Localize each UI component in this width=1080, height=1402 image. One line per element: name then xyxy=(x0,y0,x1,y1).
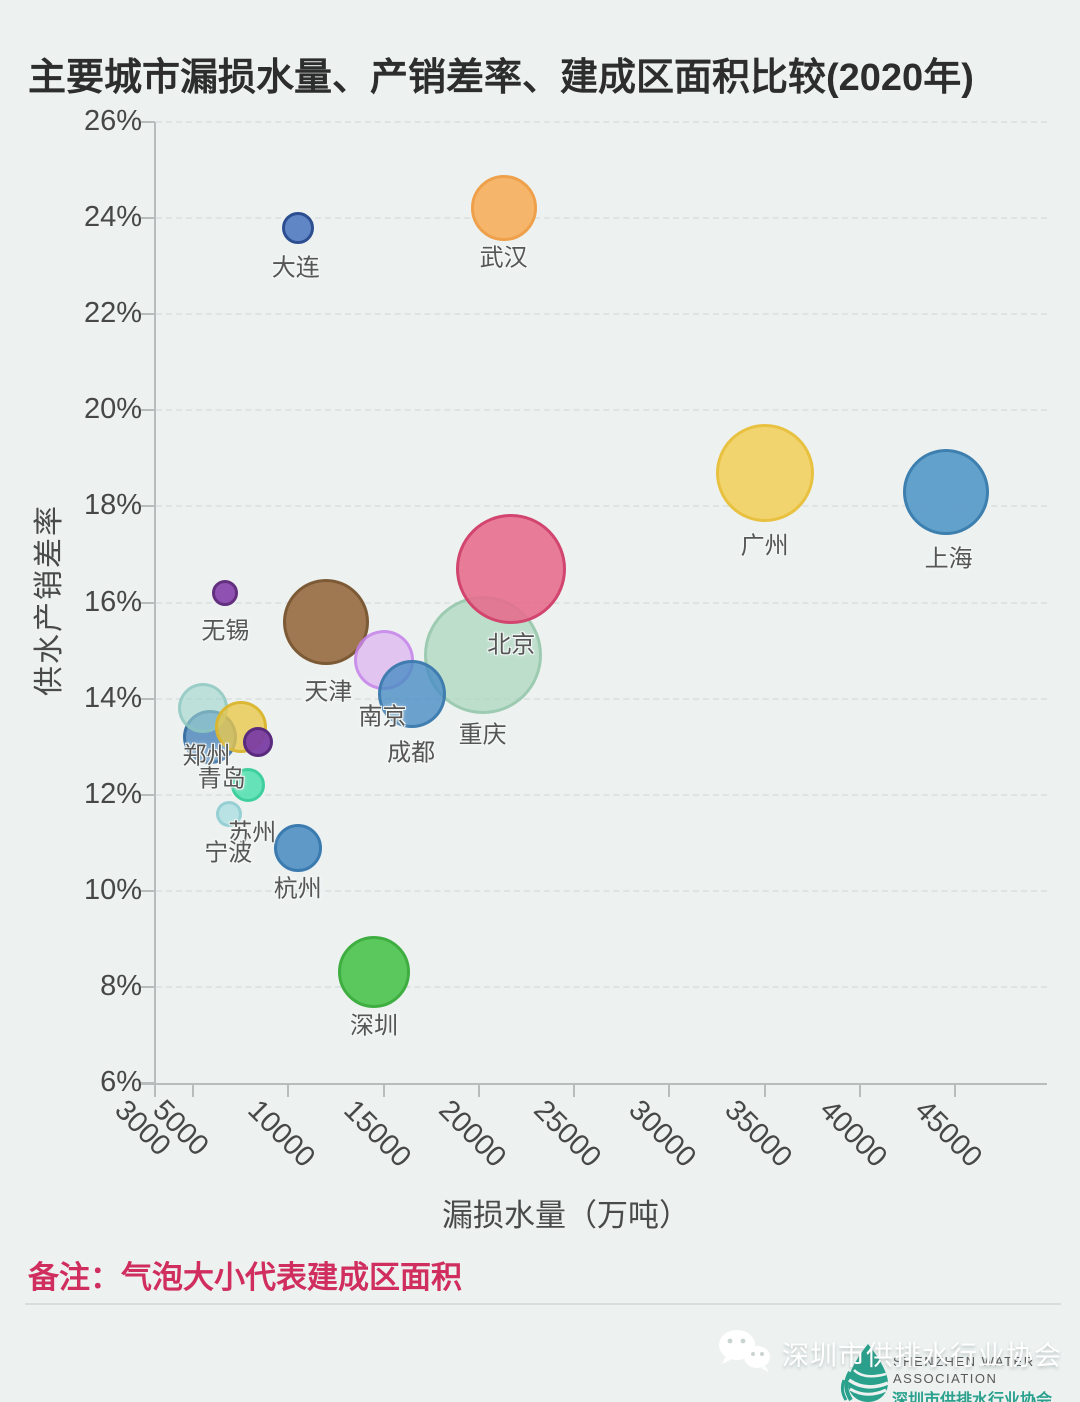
logo-text-cn: 深圳市供排水行业协会 xyxy=(892,1392,1053,1402)
gridline xyxy=(156,601,1047,604)
wechat-icon xyxy=(716,1328,774,1379)
label-dalian: 大连 xyxy=(271,254,320,282)
y-tick-mark xyxy=(141,409,155,412)
y-tick-mark xyxy=(141,793,155,796)
watermark: 深圳市供排水行业协会 xyxy=(716,1328,1062,1379)
y-tick-label: 10% xyxy=(83,873,142,906)
gridline xyxy=(156,985,1047,988)
gridline xyxy=(156,505,1047,508)
x-tick-mark xyxy=(763,1084,766,1097)
label-shanghai: 上海 xyxy=(924,545,973,573)
bubble-wuxi[interactable] xyxy=(212,579,239,606)
label-tianjin: 天津 xyxy=(304,678,353,706)
bubble-shanghai[interactable] xyxy=(902,448,989,535)
bubble-beijing[interactable] xyxy=(456,513,567,624)
y-tick-label: 12% xyxy=(83,777,142,810)
y-axis-line xyxy=(154,122,156,1083)
y-axis-title: 供水产销差率 xyxy=(33,504,66,696)
logo-text-en-1: SHENZHEN WATER xyxy=(893,1354,1035,1369)
label-shenzhen: 深圳 xyxy=(350,1012,399,1040)
label-chengdu: 成都 xyxy=(387,739,436,767)
x-tick-label: 30000 xyxy=(622,1094,703,1174)
x-tick-mark xyxy=(287,1084,290,1097)
y-tick-mark xyxy=(141,313,155,316)
y-tick-mark xyxy=(141,1082,155,1084)
y-tick-label: 26% xyxy=(83,105,142,137)
bubble-shenzhen[interactable] xyxy=(338,936,411,1009)
gridline xyxy=(156,217,1047,220)
y-tick-label: 8% xyxy=(100,969,142,1002)
bubble-guangzhou[interactable] xyxy=(715,423,814,522)
x-tick-label: 25000 xyxy=(527,1094,608,1174)
gridline xyxy=(156,793,1047,796)
y-tick-mark xyxy=(141,697,155,700)
y-tick-mark xyxy=(141,889,155,892)
x-tick-label: 35000 xyxy=(718,1094,798,1174)
logo-text-en-2: ASSOCIATION xyxy=(893,1371,998,1386)
x-tick-mark xyxy=(858,1084,861,1097)
label-zhengzhou: 郑州 xyxy=(182,742,231,770)
label-beijing: 北京 xyxy=(487,631,536,659)
y-tick-label: 16% xyxy=(83,585,142,618)
y-tick-label: 6% xyxy=(100,1066,142,1098)
x-tick-label: 20000 xyxy=(432,1094,512,1174)
label-wuxi: 无锡 xyxy=(201,617,250,645)
x-tick-label: 40000 xyxy=(813,1094,893,1174)
watermark-text: 深圳市供排水行业协会 xyxy=(782,1341,1062,1371)
label-hangzhou: 杭州 xyxy=(273,875,322,903)
gridline xyxy=(156,889,1047,892)
y-tick-mark xyxy=(141,985,155,988)
y-tick-label: 14% xyxy=(83,681,142,714)
x-tick-mark xyxy=(668,1084,671,1097)
x-tick-mark xyxy=(153,1084,156,1097)
bubble-chengdu[interactable] xyxy=(378,659,447,728)
label-guangzhou: 广州 xyxy=(740,532,789,560)
gridline xyxy=(156,697,1047,700)
y-tick-label: 20% xyxy=(83,393,142,426)
x-tick-label: 15000 xyxy=(336,1094,417,1174)
x-axis-line xyxy=(141,1083,1047,1085)
y-tick-mark xyxy=(141,121,155,123)
footer-divider xyxy=(25,1303,1061,1305)
y-tick-label: 24% xyxy=(83,201,142,234)
gridline xyxy=(156,313,1047,316)
label-chongqing: 重庆 xyxy=(458,721,507,749)
bubble-dalian[interactable] xyxy=(281,211,314,244)
gridline xyxy=(156,409,1047,412)
y-tick-mark xyxy=(141,601,155,604)
y-tick-mark xyxy=(141,505,155,508)
y-tick-label: 22% xyxy=(83,297,142,330)
label-wuhan: 武汉 xyxy=(479,244,528,272)
bubble-wuhan[interactable] xyxy=(470,175,537,242)
x-tick-mark xyxy=(954,1084,957,1097)
bubble-hangzhou[interactable] xyxy=(273,823,322,872)
x-tick-mark xyxy=(382,1084,385,1097)
label-nanjing: 南京 xyxy=(358,703,407,731)
label-ningbo: 宁波 xyxy=(204,839,253,867)
label-qingdao: 青岛 xyxy=(197,765,246,793)
bubble-unlabeled-purple[interactable] xyxy=(242,726,273,757)
x-tick-mark xyxy=(192,1084,194,1097)
x-tick-mark xyxy=(477,1084,480,1097)
chart-title: 主要城市漏损水量、产销差率、建成区面积比较(2020年) xyxy=(28,57,974,99)
y-tick-mark xyxy=(141,217,155,220)
bubble-ningbo[interactable] xyxy=(216,800,243,827)
x-axis-title: 漏损水量（万吨） xyxy=(442,1198,690,1233)
x-tick-label: 10000 xyxy=(241,1094,322,1174)
x-tick-mark xyxy=(573,1084,576,1097)
label-suzhou: 苏州 xyxy=(228,819,277,847)
gridline xyxy=(156,121,1047,123)
chart-note: 备注：气泡大小代表建成区面积 xyxy=(28,1260,462,1295)
x-tick-label: 45000 xyxy=(908,1094,989,1174)
bubble-suzhou[interactable] xyxy=(231,768,266,803)
y-tick-label: 18% xyxy=(83,489,142,522)
water-drop-icon xyxy=(834,1342,892,1402)
